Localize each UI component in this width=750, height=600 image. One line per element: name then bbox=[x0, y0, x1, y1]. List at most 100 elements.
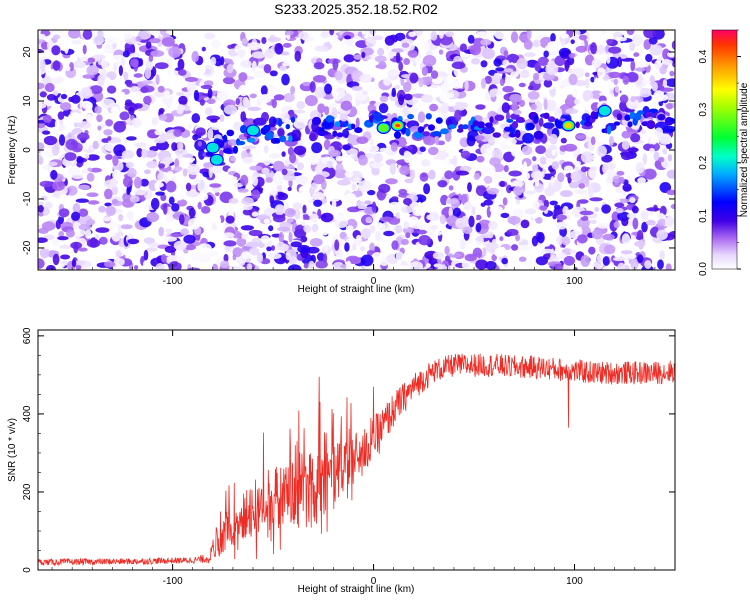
spectrogram-cell bbox=[484, 75, 492, 85]
snr-x-tick-label: 0 bbox=[371, 576, 377, 587]
spectrogram-cell bbox=[562, 265, 570, 270]
spectrogram-cell bbox=[64, 152, 77, 161]
spectrogram-cell bbox=[511, 180, 525, 188]
spectrogram-band-cell bbox=[320, 130, 329, 136]
spectrogram-cell bbox=[601, 204, 611, 214]
spectrogram-cell bbox=[630, 60, 636, 72]
spectrogram-cell bbox=[669, 70, 675, 77]
spectrogram-cell bbox=[251, 51, 266, 59]
spectrogram-band-cell bbox=[247, 137, 256, 143]
spectrogram-cell bbox=[162, 156, 174, 164]
spectrogram-cell bbox=[423, 136, 436, 146]
spectrogram-cell bbox=[574, 98, 580, 105]
spectrogram-cell bbox=[375, 230, 381, 242]
spectrogram-cell bbox=[662, 147, 668, 155]
spectrogram-cell bbox=[543, 79, 553, 88]
spectrogram-cell bbox=[481, 48, 495, 60]
spectrogram-cell bbox=[291, 129, 302, 141]
spectrogram-cell bbox=[440, 102, 449, 115]
spectrogram-cell bbox=[347, 206, 361, 213]
spectrogram-cell bbox=[590, 42, 597, 55]
spectrogram-cell bbox=[630, 96, 636, 103]
spectrogram-band-cell bbox=[646, 120, 656, 130]
spectrogram-cell bbox=[104, 36, 119, 45]
spectrogram-cell bbox=[344, 35, 351, 40]
spectrogram-cell bbox=[168, 261, 182, 270]
spectrogram-band-cell bbox=[413, 131, 424, 139]
spectrogram-cell bbox=[642, 153, 648, 165]
spectrogram-cell bbox=[274, 204, 285, 216]
spectrogram-band-cell bbox=[226, 129, 235, 137]
colorbar: 0.0 0.1 0.2 0.3 0.4 Normalized spectral ampl… bbox=[698, 29, 750, 276]
spectrogram-cell bbox=[502, 197, 508, 206]
spectrogram-cell bbox=[52, 180, 65, 191]
spectrogram-cell bbox=[379, 95, 389, 103]
spectrogram-cell bbox=[178, 69, 187, 76]
spectrogram-cell bbox=[636, 229, 644, 240]
spectrogram-cell bbox=[173, 166, 183, 172]
spectrogram-cell bbox=[272, 214, 286, 223]
spectrogram-cell bbox=[420, 94, 434, 103]
spectrogram-cell bbox=[371, 166, 380, 176]
spectrogram-cell bbox=[82, 74, 95, 79]
spectrogram-cell bbox=[297, 162, 304, 171]
spectrogram-cell bbox=[385, 44, 390, 51]
spectrogram-cell bbox=[575, 45, 588, 53]
spectrogram-cell bbox=[621, 130, 631, 139]
spectrogram-peak bbox=[564, 122, 573, 129]
spectrogram-cell bbox=[445, 92, 455, 98]
spectrogram-cell bbox=[405, 232, 411, 239]
spectrogram-band-cell bbox=[417, 126, 425, 133]
snr-panel: -100 0 100 0 200 400 600 Height of straight l… bbox=[7, 327, 676, 595]
spectrogram-cell bbox=[60, 43, 70, 52]
spectrogram-cell bbox=[128, 106, 135, 116]
spectrogram-cell bbox=[39, 180, 53, 188]
spectrogram-cell bbox=[666, 103, 673, 110]
spectrogram-cell bbox=[618, 176, 625, 184]
spectrogram-cell bbox=[252, 176, 259, 186]
spectrogram-cell bbox=[225, 215, 235, 224]
spectrogram-cell bbox=[60, 93, 68, 100]
spectrogram-cell bbox=[620, 151, 633, 161]
spectrogram-cell bbox=[78, 223, 92, 231]
spectrogram-cell bbox=[355, 117, 360, 129]
spectrogram-cell bbox=[95, 227, 110, 233]
spectrogram-band-cell bbox=[274, 137, 281, 144]
spectrogram-cell bbox=[161, 253, 167, 263]
spectrogram-cell bbox=[476, 155, 485, 163]
spectrogram-band-cell bbox=[506, 118, 514, 123]
spectrogram-cell bbox=[597, 67, 606, 79]
spectrogram-cell bbox=[191, 113, 201, 124]
spectrogram-cell bbox=[613, 78, 618, 86]
spectrogram-cell bbox=[606, 38, 614, 45]
spectrogram-cell bbox=[207, 88, 213, 99]
spectrogram-cell bbox=[112, 169, 122, 181]
spectrogram-cell bbox=[43, 135, 58, 146]
spectrogram-cell bbox=[71, 259, 77, 268]
spectrogram-cell bbox=[188, 207, 196, 218]
spectrogram-cell bbox=[339, 113, 348, 122]
spectrogram-cell bbox=[635, 67, 646, 72]
spectrogram-cell bbox=[538, 117, 544, 127]
spectrogram-cell bbox=[398, 94, 405, 106]
spectrogram-cell bbox=[495, 67, 505, 72]
spectrogram-cell bbox=[357, 180, 372, 192]
spectrogram-cell bbox=[150, 50, 165, 57]
spectrogram-cell bbox=[538, 246, 543, 258]
spectrogram-cell bbox=[421, 66, 428, 76]
spectrogram-cell bbox=[199, 99, 205, 106]
spectrogram-cell bbox=[123, 71, 129, 81]
spectrogram-cell bbox=[118, 65, 123, 76]
spectrogram-cell bbox=[326, 160, 334, 169]
spectrogram-cell bbox=[177, 141, 184, 151]
spectrogram-cell bbox=[302, 204, 307, 214]
spectrogram-cell bbox=[463, 201, 473, 211]
spectrogram-cell bbox=[84, 153, 90, 159]
spectrogram-cell bbox=[391, 48, 405, 53]
spectrogram-cell bbox=[240, 110, 246, 123]
spectrogram-cell bbox=[241, 38, 248, 44]
spectrogram-cell bbox=[425, 50, 433, 57]
spectrogram-cell bbox=[290, 85, 295, 95]
spectrogram-cell bbox=[551, 148, 556, 156]
spectrogram-cell bbox=[242, 204, 253, 211]
